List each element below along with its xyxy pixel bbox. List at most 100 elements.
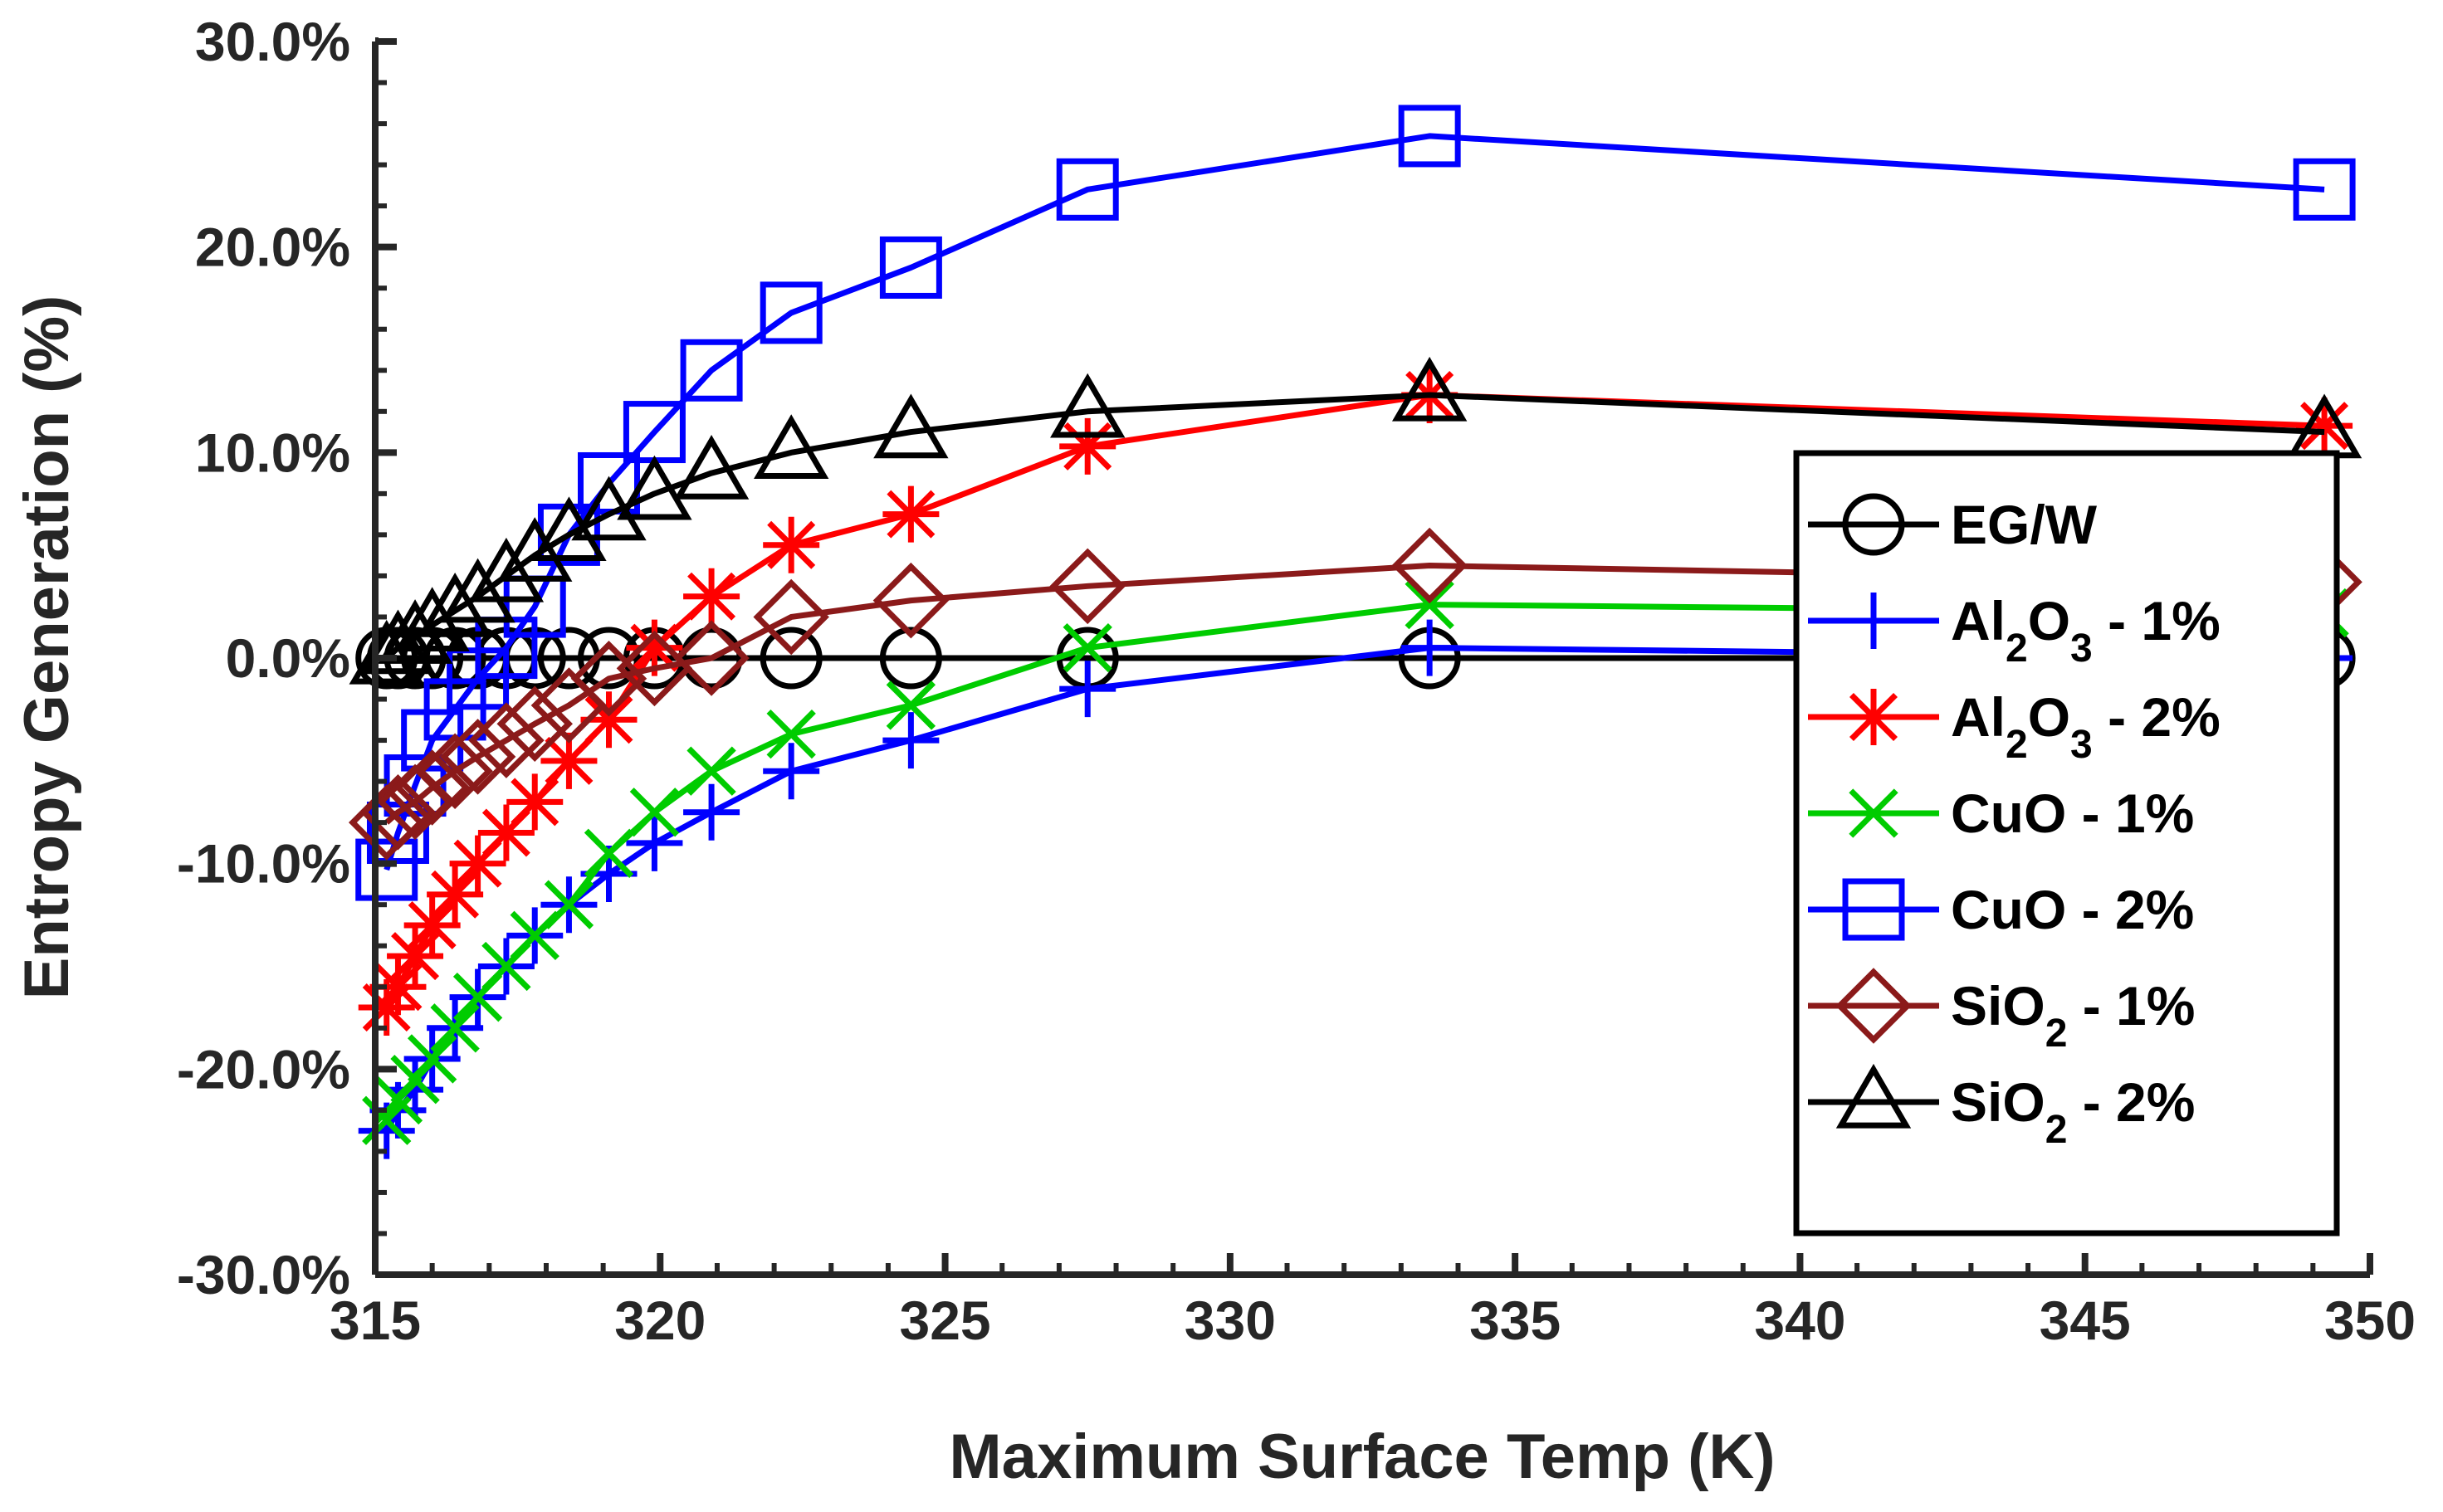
legend-label-part: CuO - 1%: [1951, 783, 2194, 844]
data-point: [1391, 356, 1468, 422]
legend-marker: [1842, 878, 1905, 941]
legend-label-part: - 1%: [2067, 975, 2195, 1036]
x-tick-label: 340: [1754, 1290, 1845, 1351]
x-tick-label: 315: [330, 1290, 421, 1351]
legend-item: SiO2 - 2%: [1808, 1063, 2195, 1152]
data-point: [427, 866, 484, 923]
series-3: [362, 579, 2349, 1145]
data-point: [468, 702, 545, 778]
y-tick-label: 30.0%: [195, 11, 350, 72]
data-point: [393, 749, 471, 826]
data-point: [468, 537, 545, 602]
data-point: [439, 719, 516, 795]
data-point: [872, 562, 950, 639]
legend-marker: [1835, 1063, 1912, 1129]
series-2: [358, 366, 2353, 1036]
x-tick-label: 350: [2324, 1290, 2416, 1351]
data-point: [366, 802, 429, 865]
data-point: [497, 517, 573, 582]
x-tick-label: 320: [614, 1290, 706, 1351]
legend-item: Al2O3 - 2%: [1808, 686, 2221, 767]
data-point: [2293, 158, 2356, 221]
data-point: [506, 773, 564, 831]
data-point: [1391, 527, 1468, 604]
x-tick-label: 330: [1185, 1290, 1276, 1351]
data-point: [580, 691, 638, 749]
legend-label-part: 2: [2045, 1012, 2068, 1056]
data-point: [1401, 619, 1458, 676]
data-point: [387, 928, 444, 985]
data-point: [387, 1061, 444, 1119]
x-tick-label: 335: [1469, 1290, 1561, 1351]
data-point: [407, 1034, 457, 1084]
legend-marker: [1842, 493, 1905, 556]
data-point: [882, 712, 940, 769]
legend-label-part: EG/W: [1951, 494, 2098, 555]
legend-label-part: - 1%: [2093, 590, 2221, 651]
data-point: [873, 393, 949, 459]
data-point: [1050, 373, 1126, 438]
data-point: [570, 641, 647, 717]
legend-label-part: O: [2028, 590, 2070, 651]
legend-marker: [1835, 968, 1912, 1044]
data-point: [617, 455, 692, 520]
legend-label: EG/W: [1951, 494, 2098, 555]
legend-label-part: 3: [2070, 723, 2093, 767]
data-point: [879, 236, 942, 299]
series-line: [384, 563, 2325, 825]
data-point: [1063, 622, 1112, 673]
series-layer: [348, 105, 2362, 1159]
legend-label-part: SiO: [1951, 1071, 2045, 1133]
legend-label-part: - 2%: [2067, 1071, 2195, 1133]
data-point: [1059, 417, 1116, 475]
data-point: [686, 746, 736, 796]
data-point: [369, 958, 427, 1016]
y-axis-title: Entropy Generation (%): [12, 295, 82, 1000]
data-point: [1056, 158, 1119, 221]
legend-item: SiO2 - 1%: [1808, 968, 2195, 1056]
data-point: [753, 578, 829, 656]
data-point: [766, 709, 816, 759]
legend-label: SiO2 - 1%: [1951, 975, 2195, 1056]
data-point: [760, 627, 823, 690]
data-point: [2296, 398, 2353, 455]
data-point: [440, 558, 515, 623]
legend-marker: [1845, 593, 1902, 649]
data-point: [683, 783, 740, 841]
data-point: [403, 896, 461, 954]
data-point: [417, 733, 493, 809]
legend-label: CuO - 2%: [1951, 879, 2194, 940]
y-tick-label: -20.0%: [177, 1038, 350, 1100]
data-point: [680, 627, 743, 690]
data-point: [449, 835, 506, 892]
data-point: [360, 609, 436, 675]
legend-marker: [1849, 788, 1898, 838]
data-point: [584, 828, 634, 878]
legend-item: EG/W: [1808, 493, 2098, 556]
legend-label-part: 2: [2045, 1108, 2068, 1152]
data-point: [683, 568, 740, 625]
legend-label-part: 3: [2070, 627, 2093, 671]
data-point: [760, 281, 823, 344]
data-point: [879, 627, 942, 690]
data-point: [1405, 579, 1454, 630]
y-tick-label: 10.0%: [195, 422, 350, 483]
legend-item: Al2O3 - 1%: [1808, 590, 2221, 671]
y-tick-label: -30.0%: [177, 1244, 350, 1305]
legend-label: Al2O3 - 2%: [1951, 686, 2221, 767]
data-point: [886, 680, 936, 730]
data-point: [349, 619, 424, 685]
legend-marker: [1845, 689, 1902, 745]
legend-label-part: O: [2028, 686, 2070, 748]
y-tick-label: 20.0%: [195, 217, 350, 278]
legend-label-part: CuO - 2%: [1951, 879, 2194, 940]
legend-label-part: - 2%: [2093, 686, 2221, 748]
legend-label-part: 2: [2006, 723, 2028, 767]
data-point: [1398, 105, 1461, 168]
data-point: [355, 838, 418, 901]
data-point: [477, 804, 535, 861]
legend-label-part: Al: [1951, 686, 2006, 748]
data-point: [544, 880, 594, 929]
data-point: [1049, 548, 1126, 625]
